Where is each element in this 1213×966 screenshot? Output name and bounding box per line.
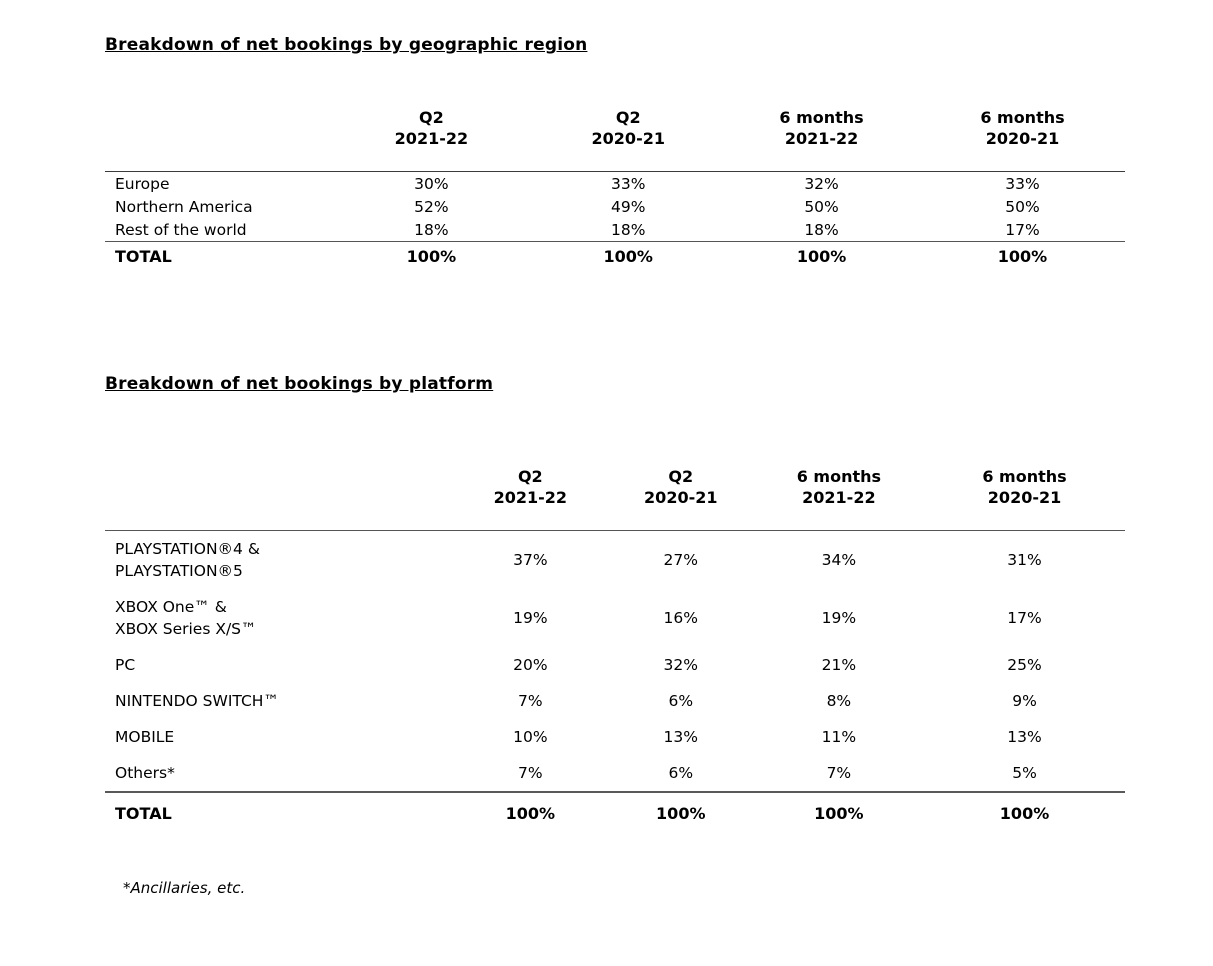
table-cell: 52% bbox=[414, 198, 449, 216]
total-cell: 100% bbox=[406, 247, 457, 266]
table-row-others: Others* 7% 6% 7% 5% bbox=[105, 755, 1125, 792]
table-row-northern-america: Northern America 52% 49% 50% 50% bbox=[105, 195, 1125, 218]
geo-header-6m-2020-21: 6 months 2020-21 bbox=[980, 108, 1065, 148]
platform-table: Q2 2021-22 Q2 2020-21 6 months 2021-22 6… bbox=[105, 466, 1125, 829]
table-cell: 50% bbox=[1005, 198, 1040, 216]
total-cell: 100% bbox=[505, 804, 556, 823]
table-row-nintendo-switch: NINTENDO SWITCH™ 7% 6% 8% 9% bbox=[105, 683, 1125, 719]
table-row-xbox: XBOX One™ & XBOX Series X/S™ 19% 16% 19%… bbox=[105, 589, 1125, 647]
total-label: TOTAL bbox=[115, 247, 172, 266]
platform-header-q2-2020-21: Q2 2020-21 bbox=[644, 467, 718, 507]
platform-header-6m-2020-21: 6 months 2020-21 bbox=[982, 467, 1067, 507]
table-cell: 6% bbox=[668, 764, 694, 782]
table-cell: 19% bbox=[513, 609, 548, 627]
table-cell: 32% bbox=[663, 656, 698, 674]
footnote: *Ancillaries, etc. bbox=[123, 879, 246, 897]
geo-header-6m-2021-22: 6 months 2021-22 bbox=[779, 108, 864, 148]
table-cell: 33% bbox=[1005, 175, 1040, 193]
table-cell: 16% bbox=[663, 609, 698, 627]
table-cell: 8% bbox=[826, 692, 852, 710]
table-row-rest-of-world: Rest of the world 18% 18% 18% 17% bbox=[105, 218, 1125, 242]
table-cell: 18% bbox=[414, 221, 449, 239]
row-label: PLAYSTATION®4 & PLAYSTATION®5 bbox=[115, 540, 260, 580]
total-cell: 100% bbox=[603, 247, 653, 266]
total-cell: 100% bbox=[999, 804, 1050, 823]
table-cell: 21% bbox=[821, 656, 857, 674]
table-cell: 17% bbox=[1005, 221, 1040, 239]
table-cell: 20% bbox=[513, 656, 548, 674]
row-label: MOBILE bbox=[115, 728, 175, 746]
table-cell: 9% bbox=[1012, 692, 1037, 710]
row-label: Europe bbox=[115, 175, 170, 193]
table-cell: 34% bbox=[821, 551, 857, 569]
table-cell: 49% bbox=[611, 198, 646, 216]
table-cell: 5% bbox=[1012, 764, 1037, 782]
table-cell: 7% bbox=[518, 692, 543, 710]
table-cell: 27% bbox=[663, 551, 698, 569]
table-cell: 19% bbox=[821, 609, 857, 627]
geo-header-q2-2021-22: Q2 2021-22 bbox=[394, 108, 469, 148]
geo-table: Q2 2021-22 Q2 2020-21 6 months 2021-22 6… bbox=[105, 107, 1125, 271]
table-cell: 30% bbox=[414, 175, 449, 193]
geo-header-row: Q2 2021-22 Q2 2020-21 6 months 2021-22 6… bbox=[105, 107, 1125, 172]
table-row-total: TOTAL 100% 100% 100% 100% bbox=[105, 241, 1125, 272]
total-cell: 100% bbox=[814, 804, 864, 823]
table-cell: 18% bbox=[804, 221, 839, 239]
total-cell: 100% bbox=[656, 804, 706, 823]
total-label: TOTAL bbox=[115, 804, 172, 823]
geo-header-empty bbox=[105, 107, 329, 172]
row-label: Rest of the world bbox=[115, 221, 247, 239]
total-cell: 100% bbox=[997, 247, 1048, 266]
table-row-mobile: MOBILE 10% 13% 11% 13% bbox=[105, 719, 1125, 755]
table-row-playstation: PLAYSTATION®4 & PLAYSTATION®5 37% 27% 34… bbox=[105, 531, 1125, 590]
platform-header-row: Q2 2021-22 Q2 2020-21 6 months 2021-22 6… bbox=[105, 466, 1125, 531]
row-label: PC bbox=[115, 656, 136, 674]
table-cell: 7% bbox=[826, 764, 852, 782]
table-cell: 17% bbox=[1007, 609, 1042, 627]
table-cell: 10% bbox=[513, 728, 548, 746]
table-row-pc: PC 20% 32% 21% 25% bbox=[105, 647, 1125, 683]
table-cell: 31% bbox=[1007, 551, 1042, 569]
row-label: NINTENDO SWITCH™ bbox=[115, 692, 279, 710]
table-cell: 7% bbox=[518, 764, 543, 782]
platform-header-empty bbox=[105, 466, 453, 531]
platform-header-6m-2021-22: 6 months 2021-22 bbox=[796, 467, 882, 507]
table-cell: 13% bbox=[663, 728, 698, 746]
table-cell: 33% bbox=[611, 175, 646, 193]
platform-section-title: Breakdown of net bookings by platform bbox=[105, 374, 494, 394]
table-row-europe: Europe 30% 33% 32% 33% bbox=[105, 172, 1125, 196]
geo-header-q2-2020-21: Q2 2020-21 bbox=[591, 108, 665, 148]
table-cell: 11% bbox=[821, 728, 857, 746]
table-cell: 18% bbox=[611, 221, 646, 239]
row-label: XBOX One™ & XBOX Series X/S™ bbox=[115, 598, 257, 638]
table-cell: 6% bbox=[668, 692, 694, 710]
row-label: Others* bbox=[115, 764, 175, 782]
table-cell: 25% bbox=[1007, 656, 1042, 674]
total-cell: 100% bbox=[796, 247, 847, 266]
row-label: Northern America bbox=[115, 198, 253, 216]
table-cell: 13% bbox=[1007, 728, 1042, 746]
table-row-total: TOTAL 100% 100% 100% 100% bbox=[105, 792, 1125, 829]
table-cell: 32% bbox=[804, 175, 839, 193]
platform-header-q2-2021-22: Q2 2021-22 bbox=[493, 467, 568, 507]
table-cell: 37% bbox=[513, 551, 548, 569]
geo-section-title: Breakdown of net bookings by geographic … bbox=[105, 35, 588, 55]
table-cell: 50% bbox=[804, 198, 839, 216]
